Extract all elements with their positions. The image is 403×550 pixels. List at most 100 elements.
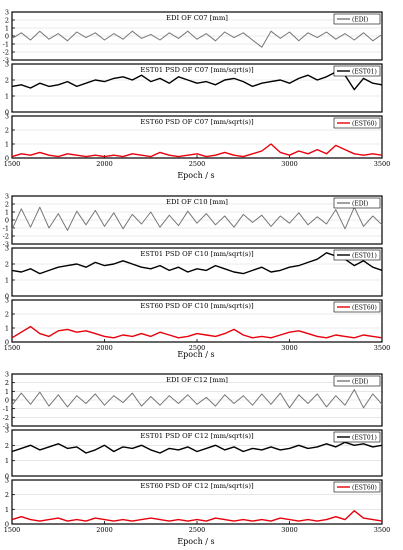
chart-title: EDI OF C12 [mm] <box>166 376 228 384</box>
chart-c12-est01: 0 1 2 3 EST01 PSD OF C12 [mm/sqrt(s)] (EST01) <box>5 427 383 481</box>
y-tick-label: 3 <box>5 9 9 17</box>
legend-box <box>333 13 381 25</box>
y-tick-label: 2 <box>5 127 9 135</box>
y-tick-label: 1 <box>5 325 9 333</box>
chart-title: EST60 PSD OF C12 [mm/sqrt(s)] <box>140 482 254 490</box>
y-tick-label: 0 <box>5 339 9 347</box>
legend-label: (EST60) <box>352 305 377 312</box>
y-tick-label: 0 <box>5 293 9 301</box>
series-line <box>11 510 383 522</box>
legend-box <box>333 65 381 77</box>
x-axis-label-1: Epoch / s <box>177 171 214 180</box>
chart-title: EDI OF C07 [mm] <box>166 14 228 22</box>
x-tick-label: 1500 <box>4 344 21 352</box>
legend-box <box>333 117 381 129</box>
series-line <box>11 143 383 158</box>
y-tick-label: 2 <box>5 201 9 209</box>
chart-c10-est01: 0 1 2 3 EST01 PSD OF C10 [mm/sqrt(s)] (EST01) <box>5 245 383 301</box>
legend-label: (EST01) <box>352 435 377 442</box>
y-tick-label: -2 <box>3 414 9 422</box>
y-tick-label: 3 <box>5 193 9 201</box>
legend-label: (EST60) <box>352 121 377 128</box>
y-tick-label: 0 <box>5 397 9 405</box>
plot-frame <box>11 247 383 297</box>
y-tick-label: -1 <box>3 225 9 233</box>
y-tick-label: 1 <box>5 506 9 514</box>
y-tick-label: 1 <box>5 277 9 285</box>
chart-title: EST01 PSD OF C07 [mm/sqrt(s)] <box>140 66 254 74</box>
y-tick-label: 0 <box>5 109 9 117</box>
legend-box <box>333 481 381 493</box>
y-tick-label: 3 <box>5 61 9 69</box>
legend-label: (EST60) <box>352 485 377 492</box>
chart-c10-est60: 0 1 2 3 1500 2000 2500 3000 3500 EST60 PSD OF C10… <box>4 297 391 353</box>
series-line <box>11 30 383 48</box>
x-tick-label: 2500 <box>189 344 206 352</box>
legend-label: (EST01) <box>352 69 377 76</box>
series-line <box>11 441 383 454</box>
y-tick-label: 1 <box>5 209 9 217</box>
y-tick-label: 1 <box>5 25 9 33</box>
y-tick-label: 2 <box>5 261 9 269</box>
y-tick-label: 1 <box>5 93 9 101</box>
y-tick-label: -1 <box>3 405 9 413</box>
x-tick-label: 2500 <box>189 160 206 168</box>
x-tick-label: 2500 <box>189 526 206 534</box>
x-tick-label: 3000 <box>281 344 298 352</box>
chart-c07-est60: 0 1 2 3 1500 2000 2500 3000 3500 EST60 PSD OF C07… <box>4 113 391 169</box>
chart-title: EST01 PSD OF C10 [mm/sqrt(s)] <box>140 250 254 258</box>
series-line <box>11 206 383 231</box>
x-tick-label: 3500 <box>374 526 391 534</box>
legend-label: (EST01) <box>352 253 377 260</box>
legend-label: (EDI) <box>352 379 368 386</box>
y-tick-label: 2 <box>5 77 9 85</box>
chart-c07-est01: 0 1 2 3 EST01 PSD OF C07 [mm/sqrt(s)] (EST01) <box>5 61 383 117</box>
y-tick-label: 2 <box>5 442 9 450</box>
y-tick-label: 3 <box>5 297 9 305</box>
y-tick-label: 2 <box>5 311 9 319</box>
y-tick-label: -3 <box>3 423 9 431</box>
legend-box <box>333 431 381 443</box>
y-tick-label: 0 <box>5 473 9 481</box>
chart-title: EST01 PSD OF C12 [mm/sqrt(s)] <box>140 432 254 440</box>
y-tick-label: 3 <box>5 371 9 379</box>
x-tick-label: 2000 <box>96 344 113 352</box>
y-tick-label: 3 <box>5 477 9 485</box>
y-tick-label: 2 <box>5 491 9 499</box>
x-tick-label: 3000 <box>281 160 298 168</box>
x-tick-label: 3500 <box>374 160 391 168</box>
y-tick-label: -2 <box>3 49 9 57</box>
series-line <box>11 71 383 91</box>
y-tick-label: 1 <box>5 457 9 465</box>
y-tick-label: -2 <box>3 233 9 241</box>
y-tick-label: 3 <box>5 245 9 253</box>
series-line <box>11 252 383 275</box>
y-tick-label: 2 <box>5 379 9 387</box>
y-tick-label: 3 <box>5 113 9 121</box>
y-tick-label: 0 <box>5 521 9 529</box>
plot-frame <box>11 63 383 113</box>
x-tick-label: 2000 <box>96 526 113 534</box>
y-tick-label: 0 <box>5 217 9 225</box>
x-tick-label: 1500 <box>4 526 21 534</box>
chart-title: EDI OF C10 [mm] <box>166 198 228 206</box>
y-tick-label: 0 <box>5 155 9 163</box>
y-tick-label: 0 <box>5 33 9 41</box>
legend-box <box>333 249 381 261</box>
y-tick-label: -3 <box>3 241 9 249</box>
x-axis-label-2: Epoch / s <box>177 350 214 359</box>
x-tick-label: 3500 <box>374 344 391 352</box>
legend-label: (EDI) <box>352 201 368 208</box>
chart-c12-est60: 0 1 2 3 1500 2000 2500 3000 3500 EST60 PSD OF C12… <box>4 477 391 535</box>
chart-title: EST60 PSD OF C10 [mm/sqrt(s)] <box>140 302 254 310</box>
chart-title: EST60 PSD OF C07 [mm/sqrt(s)] <box>140 118 254 126</box>
y-tick-label: -3 <box>3 57 9 65</box>
y-tick-label: -1 <box>3 41 9 49</box>
legend-box <box>333 301 381 313</box>
y-tick-label: 1 <box>5 141 9 149</box>
